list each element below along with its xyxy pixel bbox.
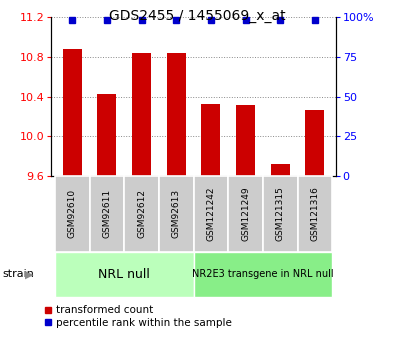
Bar (271, 164, 290, 176)
Text: GDS2455 / 1455069_x_at: GDS2455 / 1455069_x_at (109, 9, 286, 23)
Bar (159, 176, 194, 252)
Text: GSM121242: GSM121242 (207, 187, 215, 241)
Text: GSM121315: GSM121315 (276, 186, 285, 242)
Text: NR2E3 transgene in NRL null: NR2E3 transgene in NRL null (192, 269, 334, 279)
Bar (228, 176, 263, 252)
Bar (263, 176, 297, 252)
Text: strain: strain (2, 269, 34, 279)
Bar (55, 176, 90, 252)
Text: GSM121249: GSM121249 (241, 187, 250, 241)
Bar (97, 93, 117, 176)
Text: ▶: ▶ (25, 269, 34, 279)
Text: GSM92611: GSM92611 (102, 189, 111, 238)
Bar (55, 252, 194, 297)
Text: GSM92612: GSM92612 (137, 189, 146, 238)
Text: NRL null: NRL null (98, 268, 150, 281)
Bar (305, 110, 324, 176)
Bar (194, 252, 332, 297)
Text: GSM92610: GSM92610 (68, 189, 77, 238)
Bar (297, 176, 332, 252)
Legend: transformed count, percentile rank within the sample: transformed count, percentile rank withi… (45, 305, 232, 328)
Bar (167, 53, 186, 176)
Text: GSM121316: GSM121316 (310, 186, 320, 242)
Bar (201, 104, 220, 176)
Bar (132, 53, 151, 176)
Bar (63, 49, 82, 176)
Bar (124, 176, 159, 252)
Bar (236, 105, 255, 176)
Text: GSM92613: GSM92613 (172, 189, 181, 238)
Bar (90, 176, 124, 252)
Bar (194, 176, 228, 252)
